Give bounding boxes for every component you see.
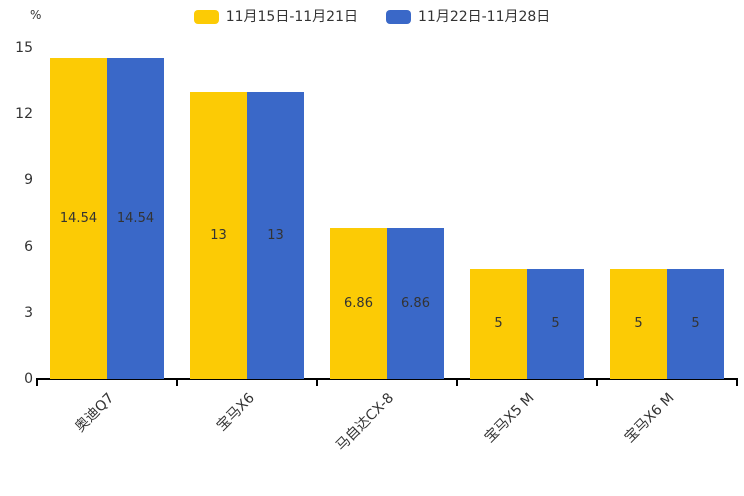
legend-label: 11月15日-11月21日 <box>225 9 358 25</box>
x-axis-label: 奥迪Q7 <box>72 390 118 436</box>
y-axis-tick-label: 3 <box>24 304 33 321</box>
legend-swatch-icon <box>386 10 411 24</box>
legend-item-series2[interactable]: 11月22日-11月28日 <box>386 8 550 26</box>
bar-series1-cat5[interactable] <box>610 269 667 379</box>
bar-series2-cat1[interactable] <box>107 58 164 379</box>
x-axis-tick <box>36 380 38 386</box>
x-axis-tick <box>736 380 738 386</box>
x-axis-tick <box>596 380 598 386</box>
x-axis-label: 马自达CX-8 <box>333 390 398 455</box>
bar-series2-cat4[interactable] <box>527 269 584 379</box>
x-axis-label: 宝马X6 M <box>621 390 678 447</box>
y-axis-tick-label: 0 <box>24 371 33 387</box>
bar-series1-cat1[interactable] <box>50 58 107 379</box>
x-axis-line <box>36 378 738 380</box>
bar-series1-cat4[interactable] <box>470 269 527 379</box>
y-axis-tick-label: 15 <box>15 40 33 56</box>
y-axis-tick-label: 12 <box>15 106 33 123</box>
x-axis-label: 宝马X5 M <box>481 390 538 447</box>
x-axis-tick <box>316 380 318 386</box>
legend-label: 11月22日-11月28日 <box>418 9 551 25</box>
legend-swatch-icon <box>193 10 219 24</box>
y-axis-unit-label: % <box>30 8 42 22</box>
legend: 11月15日-11月21日 11月22日-11月28日 <box>0 8 744 26</box>
x-axis-label: 宝马X6 <box>213 390 258 435</box>
y-axis-tick-label: 6 <box>24 238 33 255</box>
legend-item-series1[interactable]: 11月15日-11月21日 <box>193 8 358 26</box>
bar-series2-cat3[interactable] <box>387 228 444 379</box>
x-axis-tick <box>176 380 178 386</box>
x-axis-tick <box>456 380 458 386</box>
bar-series2-cat2[interactable] <box>247 92 304 379</box>
bar-series2-cat5[interactable] <box>667 269 724 379</box>
y-axis-tick-label: 9 <box>24 172 33 189</box>
bar-series1-cat2[interactable] <box>190 92 247 379</box>
bar-series1-cat3[interactable] <box>330 228 387 379</box>
